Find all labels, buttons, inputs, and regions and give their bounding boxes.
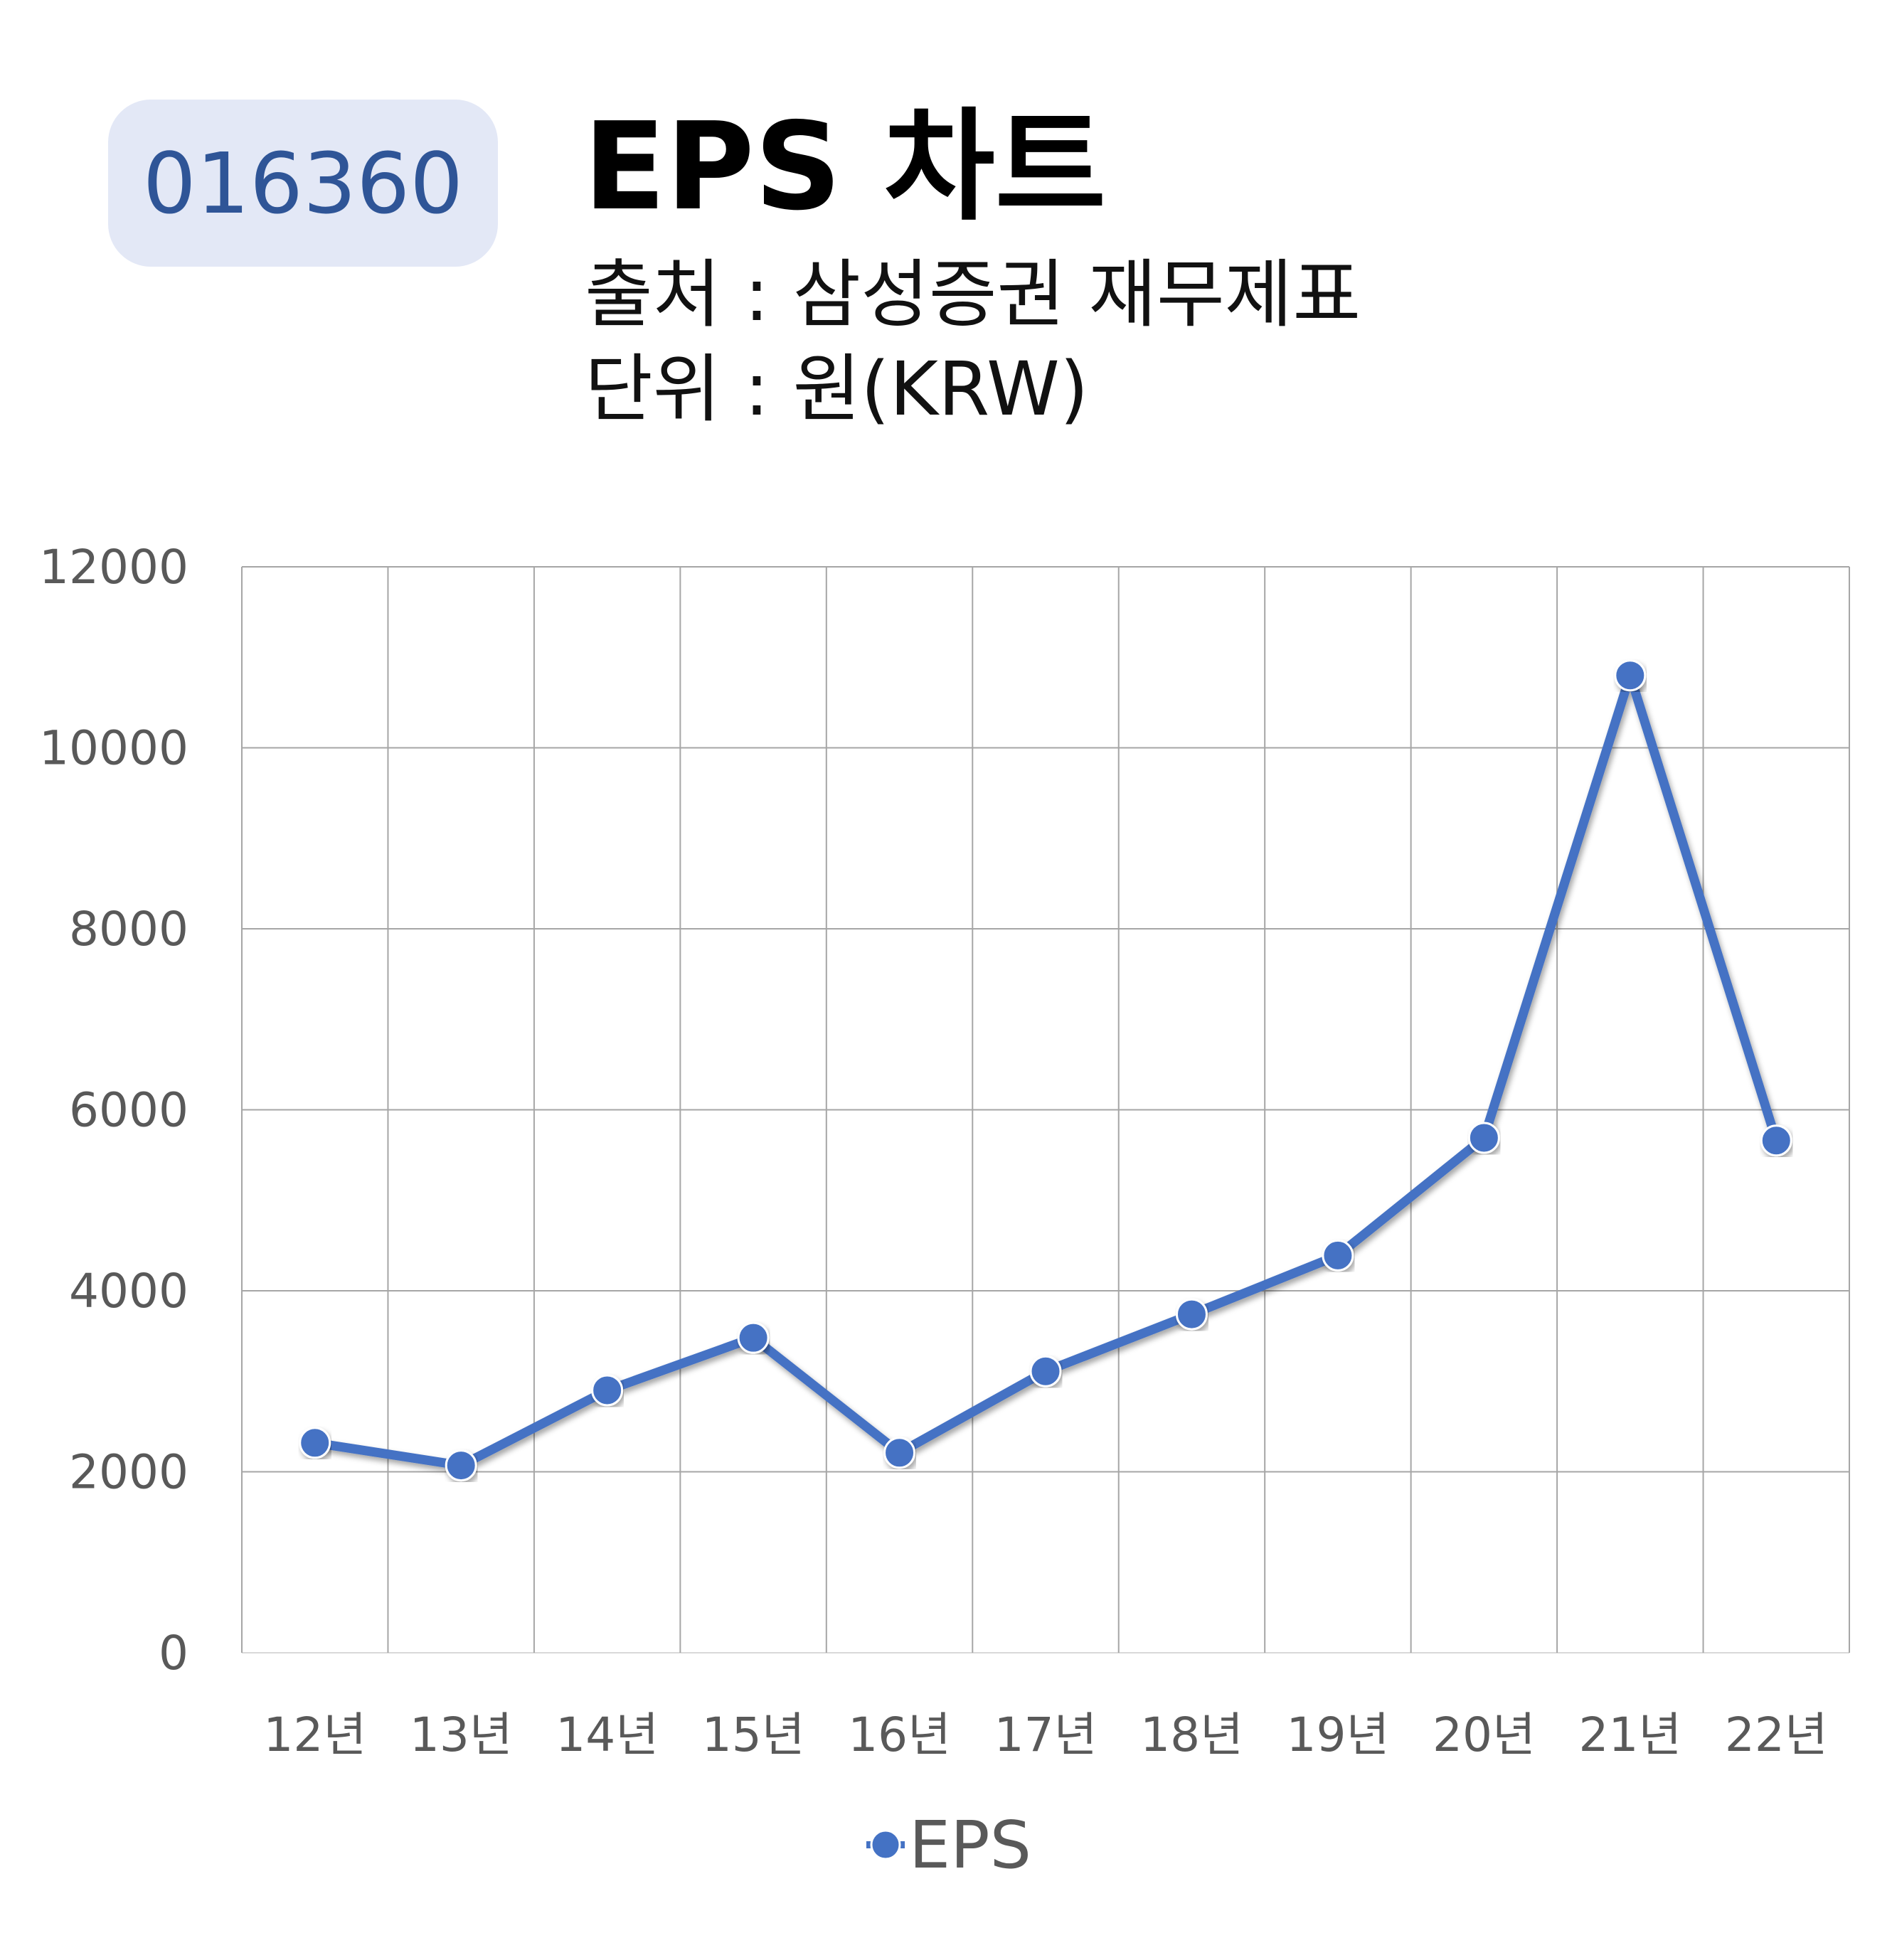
legend-label-eps: EPS — [909, 1807, 1031, 1883]
legend: EPS — [866, 1807, 1031, 1883]
data-point-12년 — [299, 1427, 331, 1459]
gridlines — [241, 566, 1850, 1653]
y-tick-label: 10000 — [39, 721, 188, 776]
y-tick-label: 4000 — [69, 1264, 188, 1319]
x-tick-label: 16년 — [848, 1708, 951, 1762]
stock-code-badge: 016360 — [108, 100, 498, 267]
x-tick-label: 21년 — [1578, 1708, 1681, 1762]
data-point-22년 — [1760, 1124, 1792, 1157]
x-tick-label: 14년 — [556, 1708, 659, 1762]
x-tick-label: 13년 — [410, 1708, 513, 1762]
x-tick-label: 15년 — [702, 1708, 805, 1762]
x-tick-label: 18년 — [1140, 1708, 1243, 1762]
y-tick-label: 8000 — [69, 902, 188, 957]
y-tick-label: 0 — [159, 1626, 188, 1681]
x-tick-label: 22년 — [1725, 1708, 1828, 1762]
x-axis-ticks: 12년 13년 14년 15년 16년 17년 18년 19년 20년 21년 22년 — [263, 1708, 1827, 1762]
data-point-16년 — [883, 1437, 916, 1469]
legend-marker-swatch — [870, 1829, 901, 1860]
data-point-18년 — [1175, 1298, 1208, 1331]
y-axis-ticks: 0 2000 4000 6000 8000 10000 12000 — [39, 540, 188, 1681]
series-eps — [299, 659, 1792, 1482]
data-point-19년 — [1322, 1239, 1354, 1272]
x-tick-label: 17년 — [994, 1708, 1098, 1762]
x-tick-label: 12년 — [263, 1708, 366, 1762]
source-note: 출처 : 삼성증권 재무제표 — [585, 251, 1361, 338]
x-tick-label: 19년 — [1287, 1708, 1390, 1762]
unit-note: 단위 : 원(KRW) — [585, 346, 1089, 432]
x-tick-label: 20년 — [1433, 1708, 1536, 1762]
y-tick-label: 6000 — [69, 1083, 188, 1138]
stock-code: 016360 — [142, 134, 464, 233]
y-tick-label: 2000 — [69, 1445, 188, 1500]
data-point-15년 — [737, 1321, 770, 1354]
data-point-17년 — [1029, 1355, 1062, 1388]
data-point-14년 — [591, 1374, 624, 1407]
data-point-13년 — [445, 1449, 477, 1482]
data-point-21년 — [1614, 659, 1647, 692]
chart-title: EPS 차트 — [583, 97, 1107, 238]
data-point-20년 — [1467, 1122, 1500, 1154]
y-tick-label: 12000 — [39, 540, 188, 595]
